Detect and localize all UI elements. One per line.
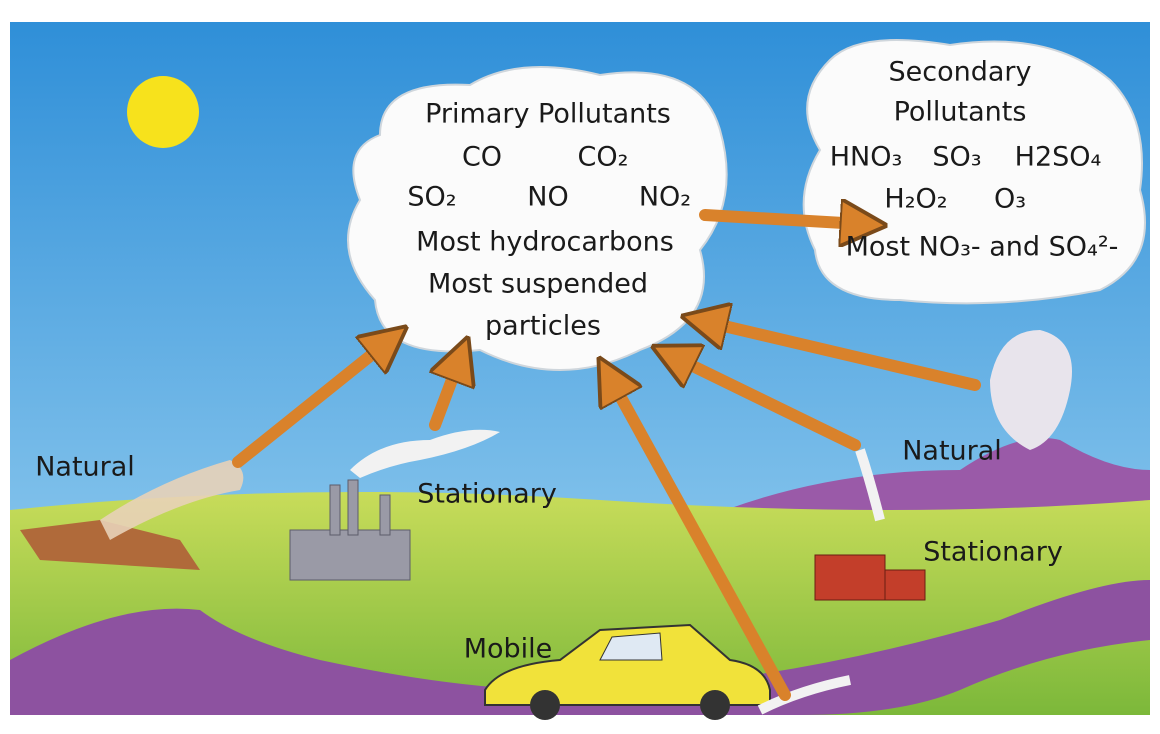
source-label: Mobile <box>464 634 553 665</box>
cloud-title: Secondary <box>889 57 1032 88</box>
pollutant: CO <box>462 142 502 173</box>
cloud-note: Most NO₃- and SO₄²- <box>846 232 1119 263</box>
cloud-title: Pollutants <box>894 97 1027 128</box>
pollutant: SO₂ <box>407 182 456 213</box>
pollutant: H₂O₂ <box>884 184 947 215</box>
pollutant: SO₃ <box>932 142 981 173</box>
pollutant: CO₂ <box>578 142 629 173</box>
source-label: Natural <box>902 436 1002 467</box>
pollutant: HNO₃ <box>830 142 903 173</box>
pollutant: H2SO₄ <box>1015 142 1102 173</box>
illustration: Primary Pollutants CO CO₂ SO₂ NO NO₂ Mos… <box>0 0 1160 734</box>
pollutant: NO₂ <box>639 182 691 213</box>
source-label: Natural <box>35 452 135 483</box>
cloud-title: Primary Pollutants <box>425 99 671 130</box>
source-label: Stationary <box>923 537 1063 568</box>
cloud-line: particles <box>485 311 601 342</box>
source-label: Stationary <box>417 479 557 510</box>
page: {"primary_cloud": {"title": "Primary Pol… <box>0 0 1160 734</box>
cloud-line: Most hydrocarbons <box>416 227 674 258</box>
pollutant: NO <box>527 182 568 213</box>
cloud-line: Most suspended <box>428 269 648 300</box>
pollutant: O₃ <box>994 184 1026 215</box>
